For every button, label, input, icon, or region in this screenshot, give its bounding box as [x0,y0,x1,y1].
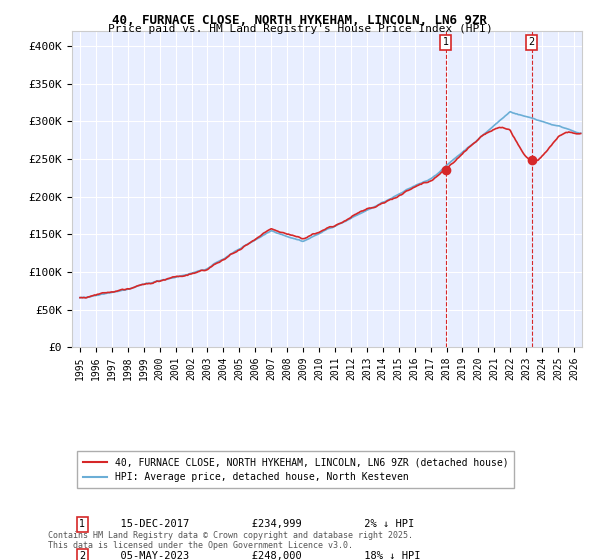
Text: 1: 1 [443,37,449,47]
Legend: 40, FURNACE CLOSE, NORTH HYKEHAM, LINCOLN, LN6 9ZR (detached house), HPI: Averag: 40, FURNACE CLOSE, NORTH HYKEHAM, LINCOL… [77,451,514,488]
Text: 2: 2 [79,551,85,560]
Text: Contains HM Land Registry data © Crown copyright and database right 2025.
This d: Contains HM Land Registry data © Crown c… [48,530,413,550]
Text: 1: 1 [79,519,85,529]
Text: 40, FURNACE CLOSE, NORTH HYKEHAM, LINCOLN, LN6 9ZR: 40, FURNACE CLOSE, NORTH HYKEHAM, LINCOL… [113,14,487,27]
Text: Price paid vs. HM Land Registry's House Price Index (HPI): Price paid vs. HM Land Registry's House … [107,24,493,34]
Text: 05-MAY-2023          £248,000          18% ↓ HPI: 05-MAY-2023 £248,000 18% ↓ HPI [108,551,420,560]
Text: 2: 2 [529,37,535,47]
Text: 15-DEC-2017          £234,999          2% ↓ HPI: 15-DEC-2017 £234,999 2% ↓ HPI [108,519,414,529]
